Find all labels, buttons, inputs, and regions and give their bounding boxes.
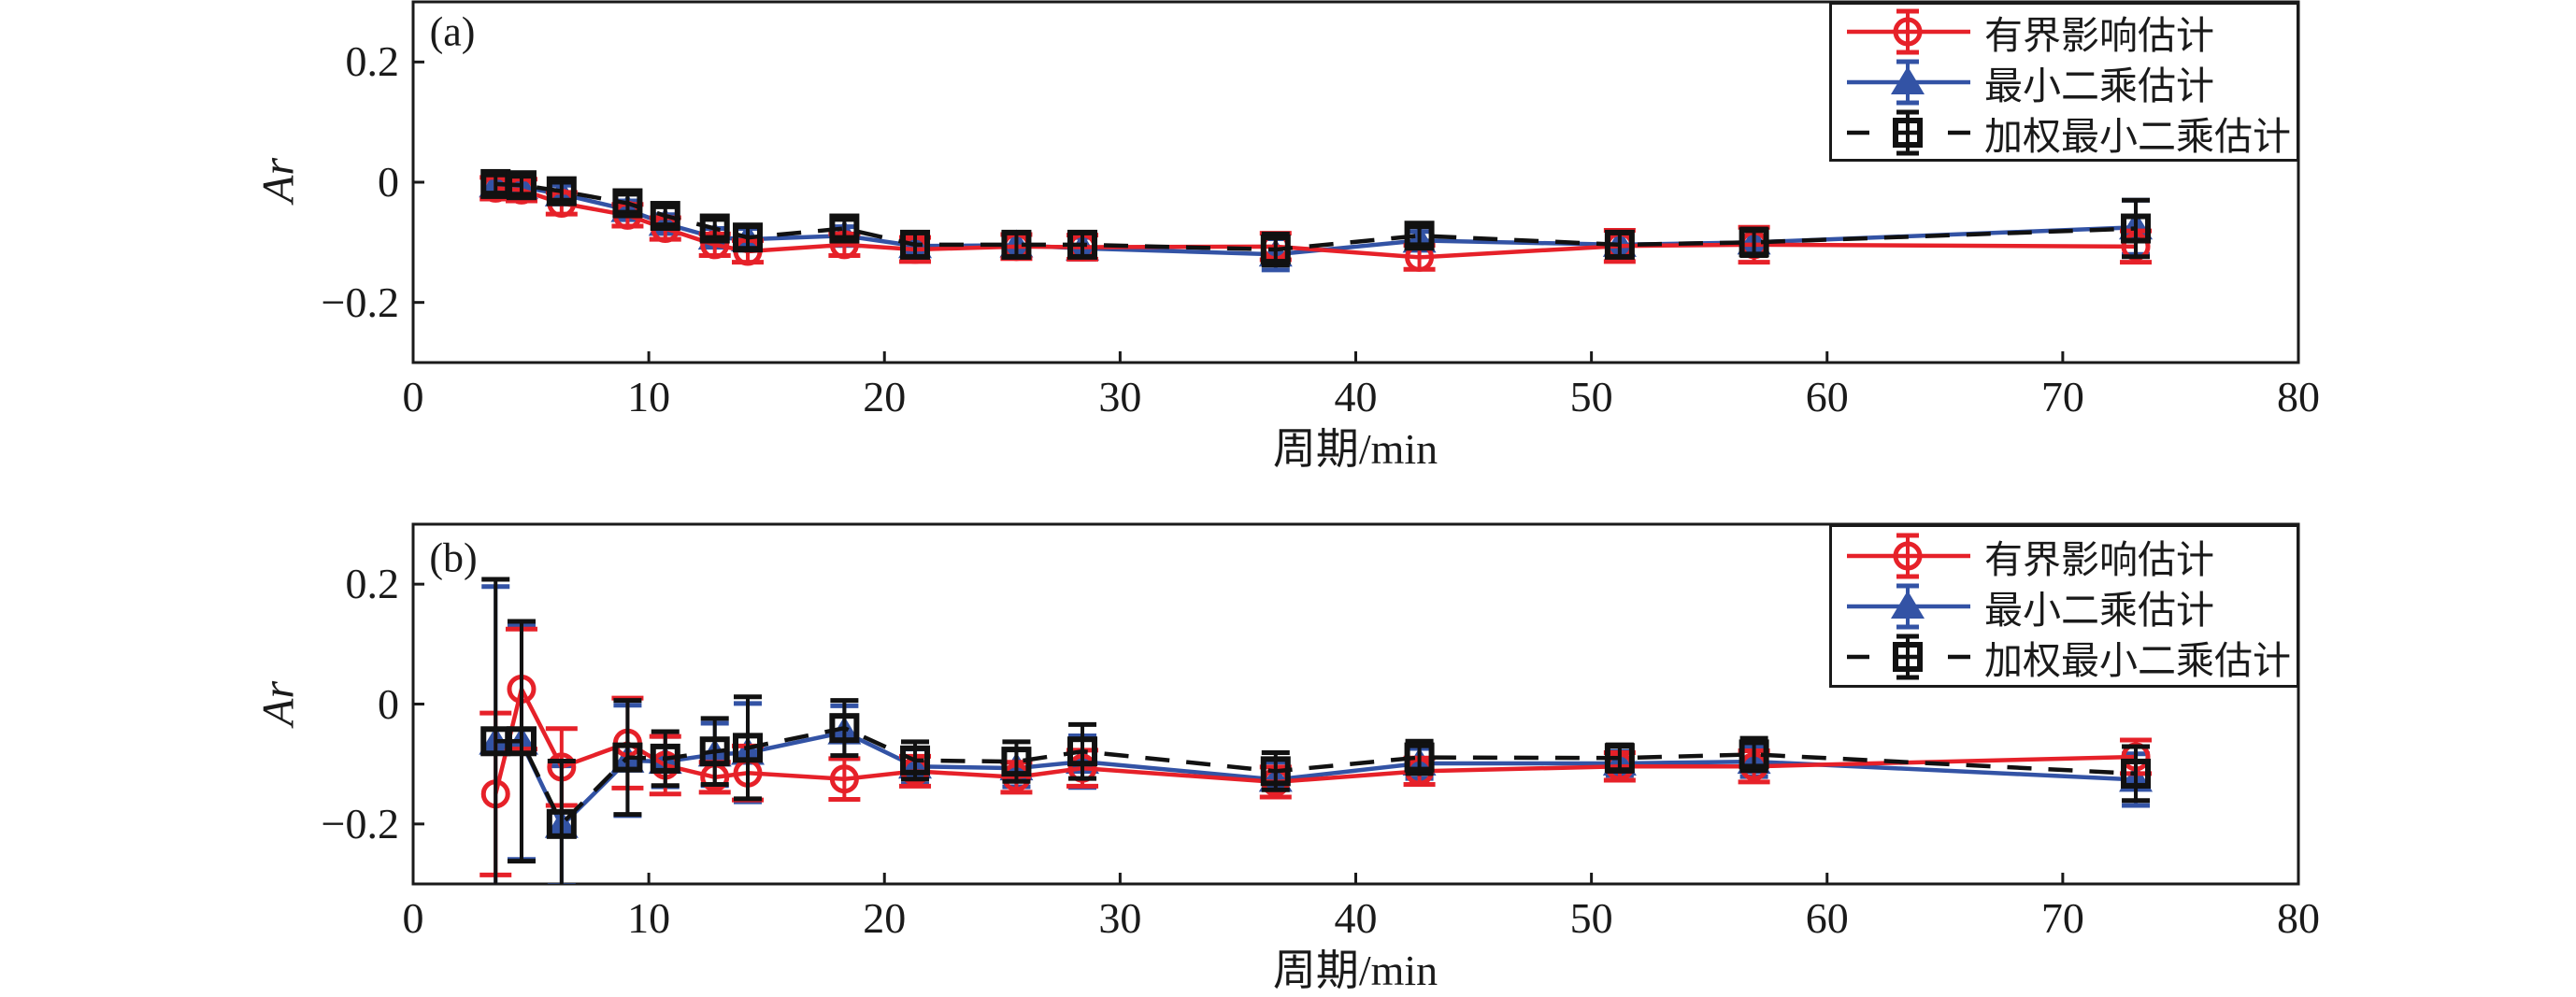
legend-item-label: 最小二乘估计 <box>1984 588 2214 632</box>
y-tick-label: 0 <box>378 158 399 206</box>
x-tick-label: 30 <box>1098 373 1142 420</box>
x-tick-label: 80 <box>2277 373 2320 420</box>
x-tick-label: 80 <box>2277 894 2320 942</box>
x-tick-label: 30 <box>1098 894 1142 942</box>
x-tick-label: 60 <box>1805 373 1849 420</box>
y-tick-label: 0 <box>378 679 399 728</box>
legend-item-weighted-least-squares: 加权最小二乘估计 <box>1832 632 2297 682</box>
x-tick-label: 60 <box>1805 894 1849 942</box>
x-tick-label: 10 <box>627 373 671 420</box>
legend-item-least-squares: 最小二乘估计 <box>1832 581 2297 632</box>
triangle-errorbar-icon <box>1847 583 1970 629</box>
x-tick-label: 40 <box>1334 373 1378 420</box>
legend-item-label: 加权最小二乘估计 <box>1984 114 2291 158</box>
circle-errorbar-icon <box>1847 8 1970 54</box>
legend-b: 有界影响估计 最小二乘估计 加权最小二乘估计 <box>1829 524 2299 688</box>
y-tick-label: 0.2 <box>345 37 400 86</box>
square-errorbar-icon <box>1847 634 1970 679</box>
x-tick-label: 0 <box>402 894 424 942</box>
panel-label-a: (a) <box>429 8 476 55</box>
square-errorbar-icon <box>1847 109 1970 155</box>
legend-item-label: 最小二乘估计 <box>1984 64 2214 107</box>
legend-a: 有界影响估计 最小二乘估计 加权最小二乘估计 <box>1829 2 2299 162</box>
legend-item-least-squares: 最小二乘估计 <box>1832 57 2297 107</box>
x-tick-label: 0 <box>402 373 424 420</box>
x-tick-label: 20 <box>863 894 907 942</box>
x-tick-label: 40 <box>1334 894 1378 942</box>
x-axis-label-b: 周期/min <box>1272 947 1438 994</box>
triangle-errorbar-icon <box>1847 59 1970 105</box>
legend-item-bounded-influence: 有界影响估计 <box>1832 7 2297 57</box>
legend-item-label: 有界影响估计 <box>1984 13 2214 57</box>
circle-errorbar-icon <box>1847 533 1970 578</box>
y-axis-label-a: Ar <box>253 158 304 203</box>
x-tick-label: 70 <box>2040 373 2084 420</box>
legend-item-label: 加权最小二乘估计 <box>1984 638 2291 682</box>
x-tick-label: 70 <box>2040 894 2084 942</box>
x-axis-label-a: 周期/min <box>1272 425 1438 473</box>
legend-item-weighted-least-squares: 加权最小二乘估计 <box>1832 107 2297 158</box>
panel-label-b: (b) <box>429 534 478 581</box>
x-tick-label: 50 <box>1569 894 1613 942</box>
y-tick-label: −0.2 <box>321 799 399 847</box>
y-axis-label-b: Ar <box>253 681 304 726</box>
x-tick-label: 20 <box>863 373 907 420</box>
legend-item-label: 有界影响估计 <box>1984 537 2214 581</box>
x-tick-label: 10 <box>627 894 671 942</box>
y-tick-label: −0.2 <box>321 278 399 326</box>
legend-item-bounded-influence: 有界影响估计 <box>1832 531 2297 581</box>
y-tick-label: 0.2 <box>345 560 400 608</box>
x-tick-label: 50 <box>1569 373 1613 420</box>
